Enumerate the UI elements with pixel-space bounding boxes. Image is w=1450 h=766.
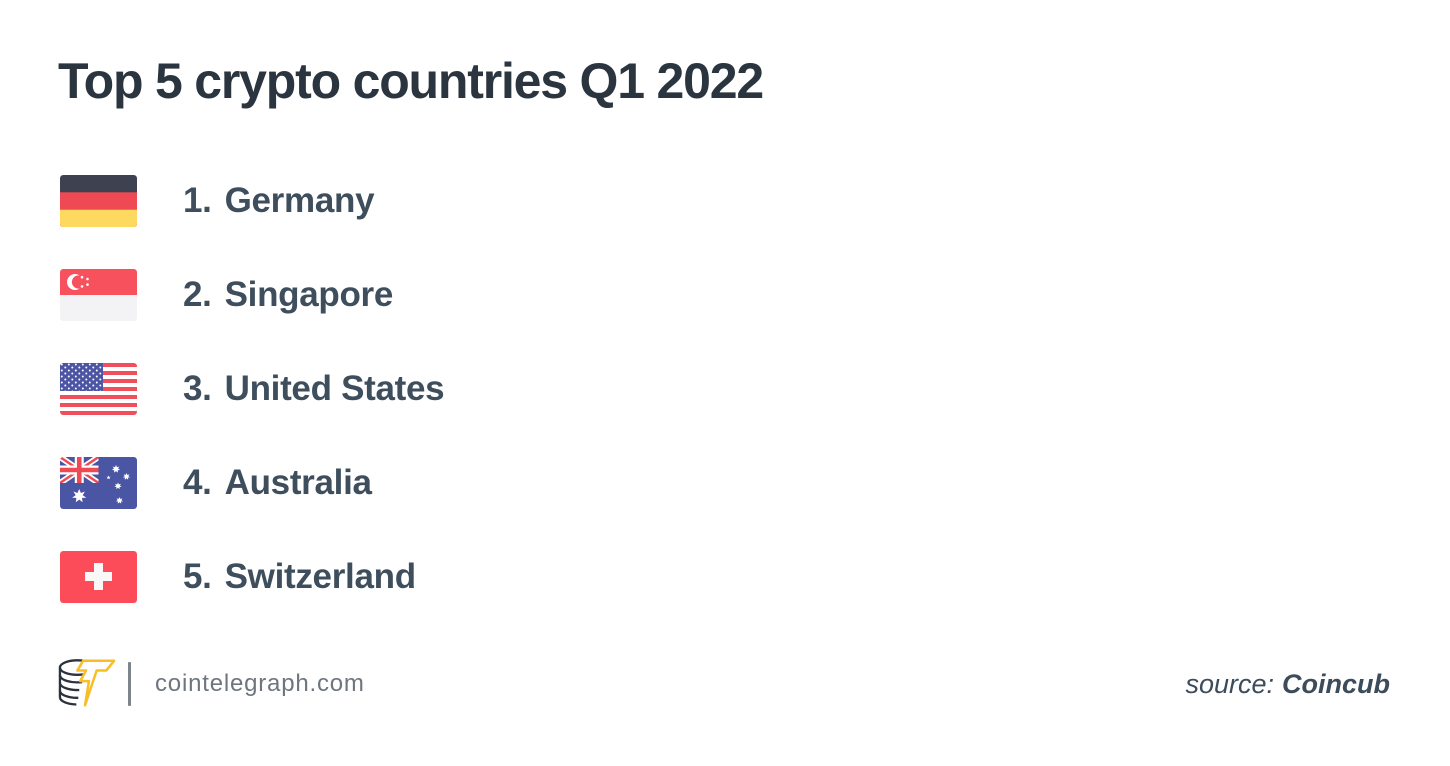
country-label: 3. United States [183, 363, 445, 415]
source-name: Coincub [1282, 668, 1390, 699]
country-name: Germany [224, 181, 375, 220]
cointelegraph-logo [56, 655, 118, 713]
footer: cointelegraph.com source: Coincub [56, 652, 1390, 716]
country-row-australia: 4. Australia [60, 457, 444, 509]
source-credit: source: Coincub [1185, 669, 1390, 700]
australia-flag-icon [60, 457, 137, 509]
country-rank: 3. [183, 369, 212, 408]
source-label: source: [1185, 668, 1274, 699]
switzerland-flag-icon [60, 551, 137, 603]
singapore-flag-icon [60, 269, 137, 321]
website-label: cointelegraph.com [155, 670, 365, 697]
country-label: 5. Switzerland [183, 551, 416, 603]
page-title: Top 5 crypto countries Q1 2022 [58, 53, 764, 109]
country-row-united-states: 3. United States [60, 363, 445, 415]
country-rank: 5. [183, 557, 212, 596]
country-name: United States [224, 369, 445, 408]
country-label: 2. Singapore [183, 269, 393, 321]
germany-flag-icon [60, 175, 137, 227]
footer-divider [128, 662, 131, 706]
country-rank: 1. [183, 181, 212, 220]
country-row-singapore: 2. Singapore [60, 269, 444, 321]
country-row-germany: 1. Germany [60, 175, 444, 227]
country-rank: 2. [183, 275, 212, 314]
country-name: Switzerland [224, 557, 416, 596]
united-states-flag-icon [60, 363, 137, 415]
country-rank: 4. [183, 463, 212, 502]
country-label: 1. Germany [183, 175, 375, 227]
country-list: 1. Germany 2. Singapor [60, 175, 445, 603]
country-name: Singapore [224, 275, 394, 314]
country-label: 4. Australia [183, 457, 372, 509]
country-row-switzerland: 5. Switzerland [60, 551, 444, 603]
country-name: Australia [224, 463, 372, 502]
